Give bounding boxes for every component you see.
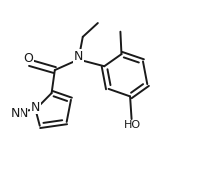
Text: N: N — [74, 50, 83, 63]
Text: O: O — [23, 52, 33, 65]
Text: N: N — [18, 107, 28, 120]
Text: HO: HO — [123, 120, 141, 130]
Text: N: N — [11, 107, 20, 120]
Text: N: N — [31, 101, 40, 114]
